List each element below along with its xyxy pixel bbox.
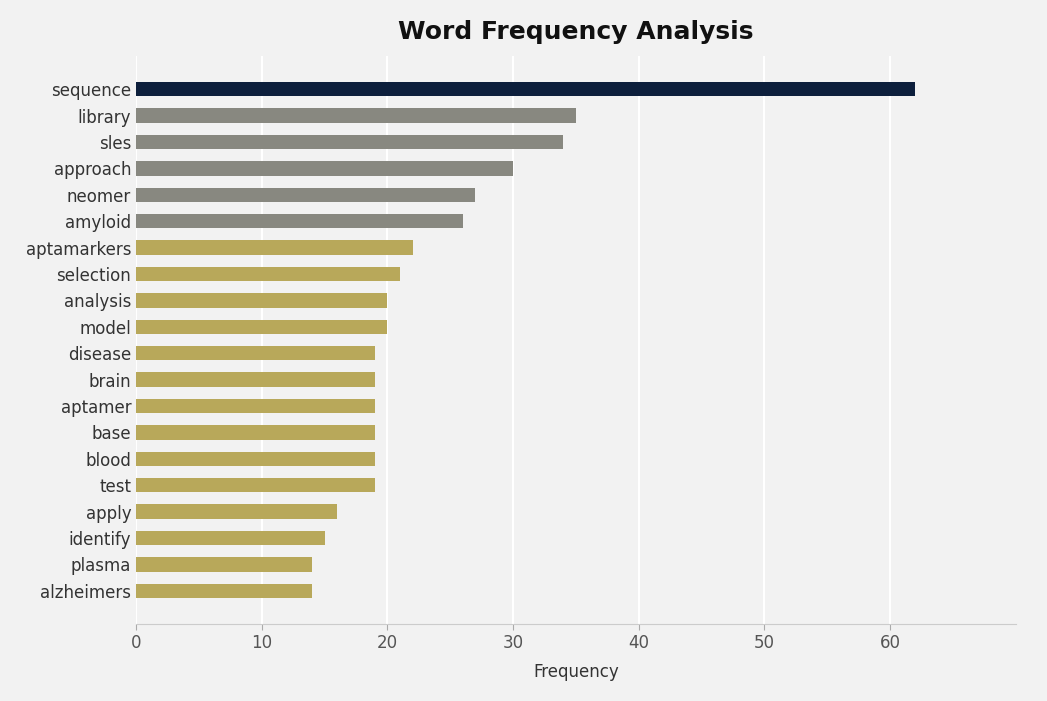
Bar — [136, 478, 375, 493]
Bar — [136, 293, 387, 308]
Bar — [136, 135, 563, 149]
Bar — [136, 266, 400, 281]
Bar — [136, 346, 375, 360]
Bar — [136, 240, 413, 255]
Bar — [136, 531, 325, 545]
Bar — [136, 214, 463, 229]
Bar — [136, 82, 915, 97]
Bar — [136, 161, 513, 176]
Bar — [136, 187, 475, 202]
Bar — [136, 372, 375, 387]
Bar — [136, 108, 576, 123]
Bar — [136, 425, 375, 440]
Bar — [136, 504, 337, 519]
Bar — [136, 557, 312, 572]
Bar — [136, 320, 387, 334]
X-axis label: Frequency: Frequency — [533, 663, 619, 681]
Bar — [136, 583, 312, 598]
Bar — [136, 399, 375, 414]
Title: Word Frequency Analysis: Word Frequency Analysis — [398, 20, 754, 44]
Bar — [136, 451, 375, 466]
